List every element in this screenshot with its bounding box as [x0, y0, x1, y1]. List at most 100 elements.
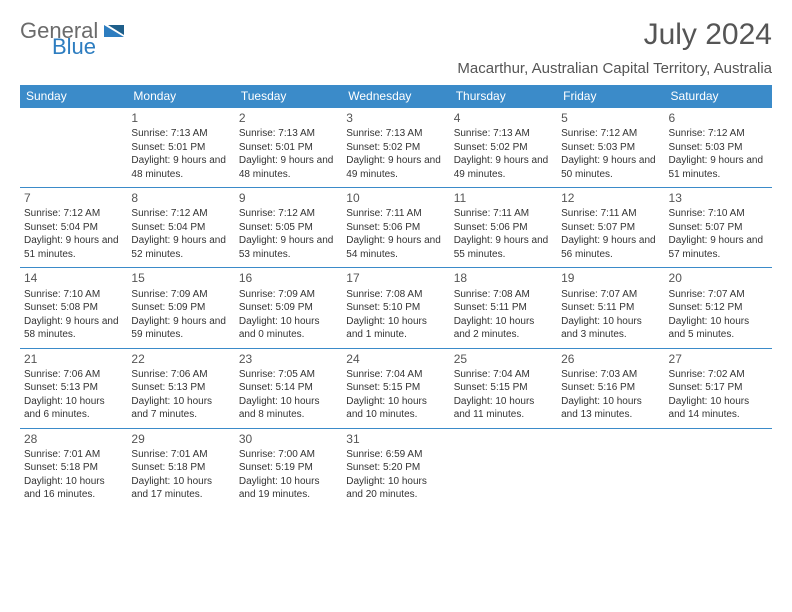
sunset-line: Sunset: 5:03 PM — [561, 141, 660, 155]
calendar-cell: 6Sunrise: 7:12 AMSunset: 5:03 PMDaylight… — [665, 108, 772, 188]
day-number: 2 — [239, 110, 338, 126]
daylight-line: Daylight: 10 hours and 17 minutes. — [131, 475, 230, 502]
sunset-line: Sunset: 5:18 PM — [24, 461, 123, 475]
day-number: 11 — [454, 190, 553, 206]
day-number: 20 — [669, 270, 768, 286]
daylight-line: Daylight: 10 hours and 0 minutes. — [239, 315, 338, 342]
sunset-line: Sunset: 5:03 PM — [669, 141, 768, 155]
sunset-line: Sunset: 5:02 PM — [454, 141, 553, 155]
calendar-cell: 30Sunrise: 7:00 AMSunset: 5:19 PMDayligh… — [235, 428, 342, 508]
sunset-line: Sunset: 5:09 PM — [131, 301, 230, 315]
sunrise-line: Sunrise: 7:11 AM — [346, 207, 445, 221]
sunset-line: Sunset: 5:16 PM — [561, 381, 660, 395]
calendar-cell: 27Sunrise: 7:02 AMSunset: 5:17 PMDayligh… — [665, 348, 772, 428]
flag-icon — [104, 21, 128, 42]
sunset-line: Sunset: 5:04 PM — [24, 221, 123, 235]
day-number: 31 — [346, 431, 445, 447]
daylight-line: Daylight: 10 hours and 1 minute. — [346, 315, 445, 342]
sunrise-line: Sunrise: 7:09 AM — [131, 288, 230, 302]
sunrise-line: Sunrise: 7:12 AM — [561, 127, 660, 141]
sunset-line: Sunset: 5:15 PM — [454, 381, 553, 395]
calendar-cell: 4Sunrise: 7:13 AMSunset: 5:02 PMDaylight… — [450, 108, 557, 188]
calendar-cell: 10Sunrise: 7:11 AMSunset: 5:06 PMDayligh… — [342, 188, 449, 268]
calendar-cell: 3Sunrise: 7:13 AMSunset: 5:02 PMDaylight… — [342, 108, 449, 188]
calendar-cell: 1Sunrise: 7:13 AMSunset: 5:01 PMDaylight… — [127, 108, 234, 188]
sunrise-line: Sunrise: 7:00 AM — [239, 448, 338, 462]
calendar-cell: 5Sunrise: 7:12 AMSunset: 5:03 PMDaylight… — [557, 108, 664, 188]
day-number: 15 — [131, 270, 230, 286]
daylight-line: Daylight: 10 hours and 3 minutes. — [561, 315, 660, 342]
weekday-header: Saturday — [665, 85, 772, 108]
daylight-line: Daylight: 9 hours and 54 minutes. — [346, 234, 445, 261]
calendar-cell: 28Sunrise: 7:01 AMSunset: 5:18 PMDayligh… — [20, 428, 127, 508]
daylight-line: Daylight: 10 hours and 13 minutes. — [561, 395, 660, 422]
sunrise-line: Sunrise: 7:11 AM — [561, 207, 660, 221]
day-number: 6 — [669, 110, 768, 126]
daylight-line: Daylight: 10 hours and 19 minutes. — [239, 475, 338, 502]
sunset-line: Sunset: 5:04 PM — [131, 221, 230, 235]
sunset-line: Sunset: 5:15 PM — [346, 381, 445, 395]
sunrise-line: Sunrise: 7:02 AM — [669, 368, 768, 382]
calendar-table: SundayMondayTuesdayWednesdayThursdayFrid… — [20, 85, 772, 508]
sunset-line: Sunset: 5:18 PM — [131, 461, 230, 475]
day-number: 8 — [131, 190, 230, 206]
sunset-line: Sunset: 5:06 PM — [454, 221, 553, 235]
sunrise-line: Sunrise: 7:06 AM — [131, 368, 230, 382]
calendar-cell: 2Sunrise: 7:13 AMSunset: 5:01 PMDaylight… — [235, 108, 342, 188]
sunset-line: Sunset: 5:07 PM — [669, 221, 768, 235]
sunset-line: Sunset: 5:01 PM — [131, 141, 230, 155]
daylight-line: Daylight: 9 hours and 51 minutes. — [24, 234, 123, 261]
sunrise-line: Sunrise: 7:03 AM — [561, 368, 660, 382]
daylight-line: Daylight: 9 hours and 56 minutes. — [561, 234, 660, 261]
day-number: 9 — [239, 190, 338, 206]
day-number: 4 — [454, 110, 553, 126]
calendar-cell — [450, 428, 557, 508]
sunset-line: Sunset: 5:06 PM — [346, 221, 445, 235]
calendar-week-row: 28Sunrise: 7:01 AMSunset: 5:18 PMDayligh… — [20, 428, 772, 508]
sunrise-line: Sunrise: 7:10 AM — [24, 288, 123, 302]
calendar-cell — [20, 108, 127, 188]
sunrise-line: Sunrise: 7:13 AM — [454, 127, 553, 141]
daylight-line: Daylight: 10 hours and 10 minutes. — [346, 395, 445, 422]
calendar-cell: 18Sunrise: 7:08 AMSunset: 5:11 PMDayligh… — [450, 268, 557, 348]
day-number: 26 — [561, 351, 660, 367]
sunrise-line: Sunrise: 7:12 AM — [24, 207, 123, 221]
weekday-header: Friday — [557, 85, 664, 108]
day-number: 19 — [561, 270, 660, 286]
day-number: 17 — [346, 270, 445, 286]
weekday-header: Tuesday — [235, 85, 342, 108]
calendar-cell: 29Sunrise: 7:01 AMSunset: 5:18 PMDayligh… — [127, 428, 234, 508]
daylight-line: Daylight: 10 hours and 5 minutes. — [669, 315, 768, 342]
calendar-cell: 24Sunrise: 7:04 AMSunset: 5:15 PMDayligh… — [342, 348, 449, 428]
day-number: 24 — [346, 351, 445, 367]
daylight-line: Daylight: 10 hours and 6 minutes. — [24, 395, 123, 422]
calendar-cell: 20Sunrise: 7:07 AMSunset: 5:12 PMDayligh… — [665, 268, 772, 348]
calendar-cell: 25Sunrise: 7:04 AMSunset: 5:15 PMDayligh… — [450, 348, 557, 428]
daylight-line: Daylight: 9 hours and 55 minutes. — [454, 234, 553, 261]
daylight-line: Daylight: 9 hours and 52 minutes. — [131, 234, 230, 261]
sunset-line: Sunset: 5:10 PM — [346, 301, 445, 315]
sunrise-line: Sunrise: 7:13 AM — [131, 127, 230, 141]
weekday-header: Sunday — [20, 85, 127, 108]
sunset-line: Sunset: 5:13 PM — [131, 381, 230, 395]
sunset-line: Sunset: 5:08 PM — [24, 301, 123, 315]
day-number: 5 — [561, 110, 660, 126]
day-number: 7 — [24, 190, 123, 206]
day-number: 13 — [669, 190, 768, 206]
sunset-line: Sunset: 5:07 PM — [561, 221, 660, 235]
title-block: July 2024 — [644, 18, 772, 52]
calendar-cell: 11Sunrise: 7:11 AMSunset: 5:06 PMDayligh… — [450, 188, 557, 268]
logo-text-blue: Blue — [52, 34, 96, 60]
sunset-line: Sunset: 5:20 PM — [346, 461, 445, 475]
day-number: 28 — [24, 431, 123, 447]
sunrise-line: Sunrise: 7:11 AM — [454, 207, 553, 221]
sunset-line: Sunset: 5:05 PM — [239, 221, 338, 235]
day-number: 10 — [346, 190, 445, 206]
calendar-cell: 19Sunrise: 7:07 AMSunset: 5:11 PMDayligh… — [557, 268, 664, 348]
calendar-cell: 17Sunrise: 7:08 AMSunset: 5:10 PMDayligh… — [342, 268, 449, 348]
sunset-line: Sunset: 5:11 PM — [454, 301, 553, 315]
sunrise-line: Sunrise: 7:07 AM — [561, 288, 660, 302]
day-number: 3 — [346, 110, 445, 126]
subtitle: Macarthur, Australian Capital Territory,… — [20, 60, 772, 77]
sunset-line: Sunset: 5:13 PM — [24, 381, 123, 395]
